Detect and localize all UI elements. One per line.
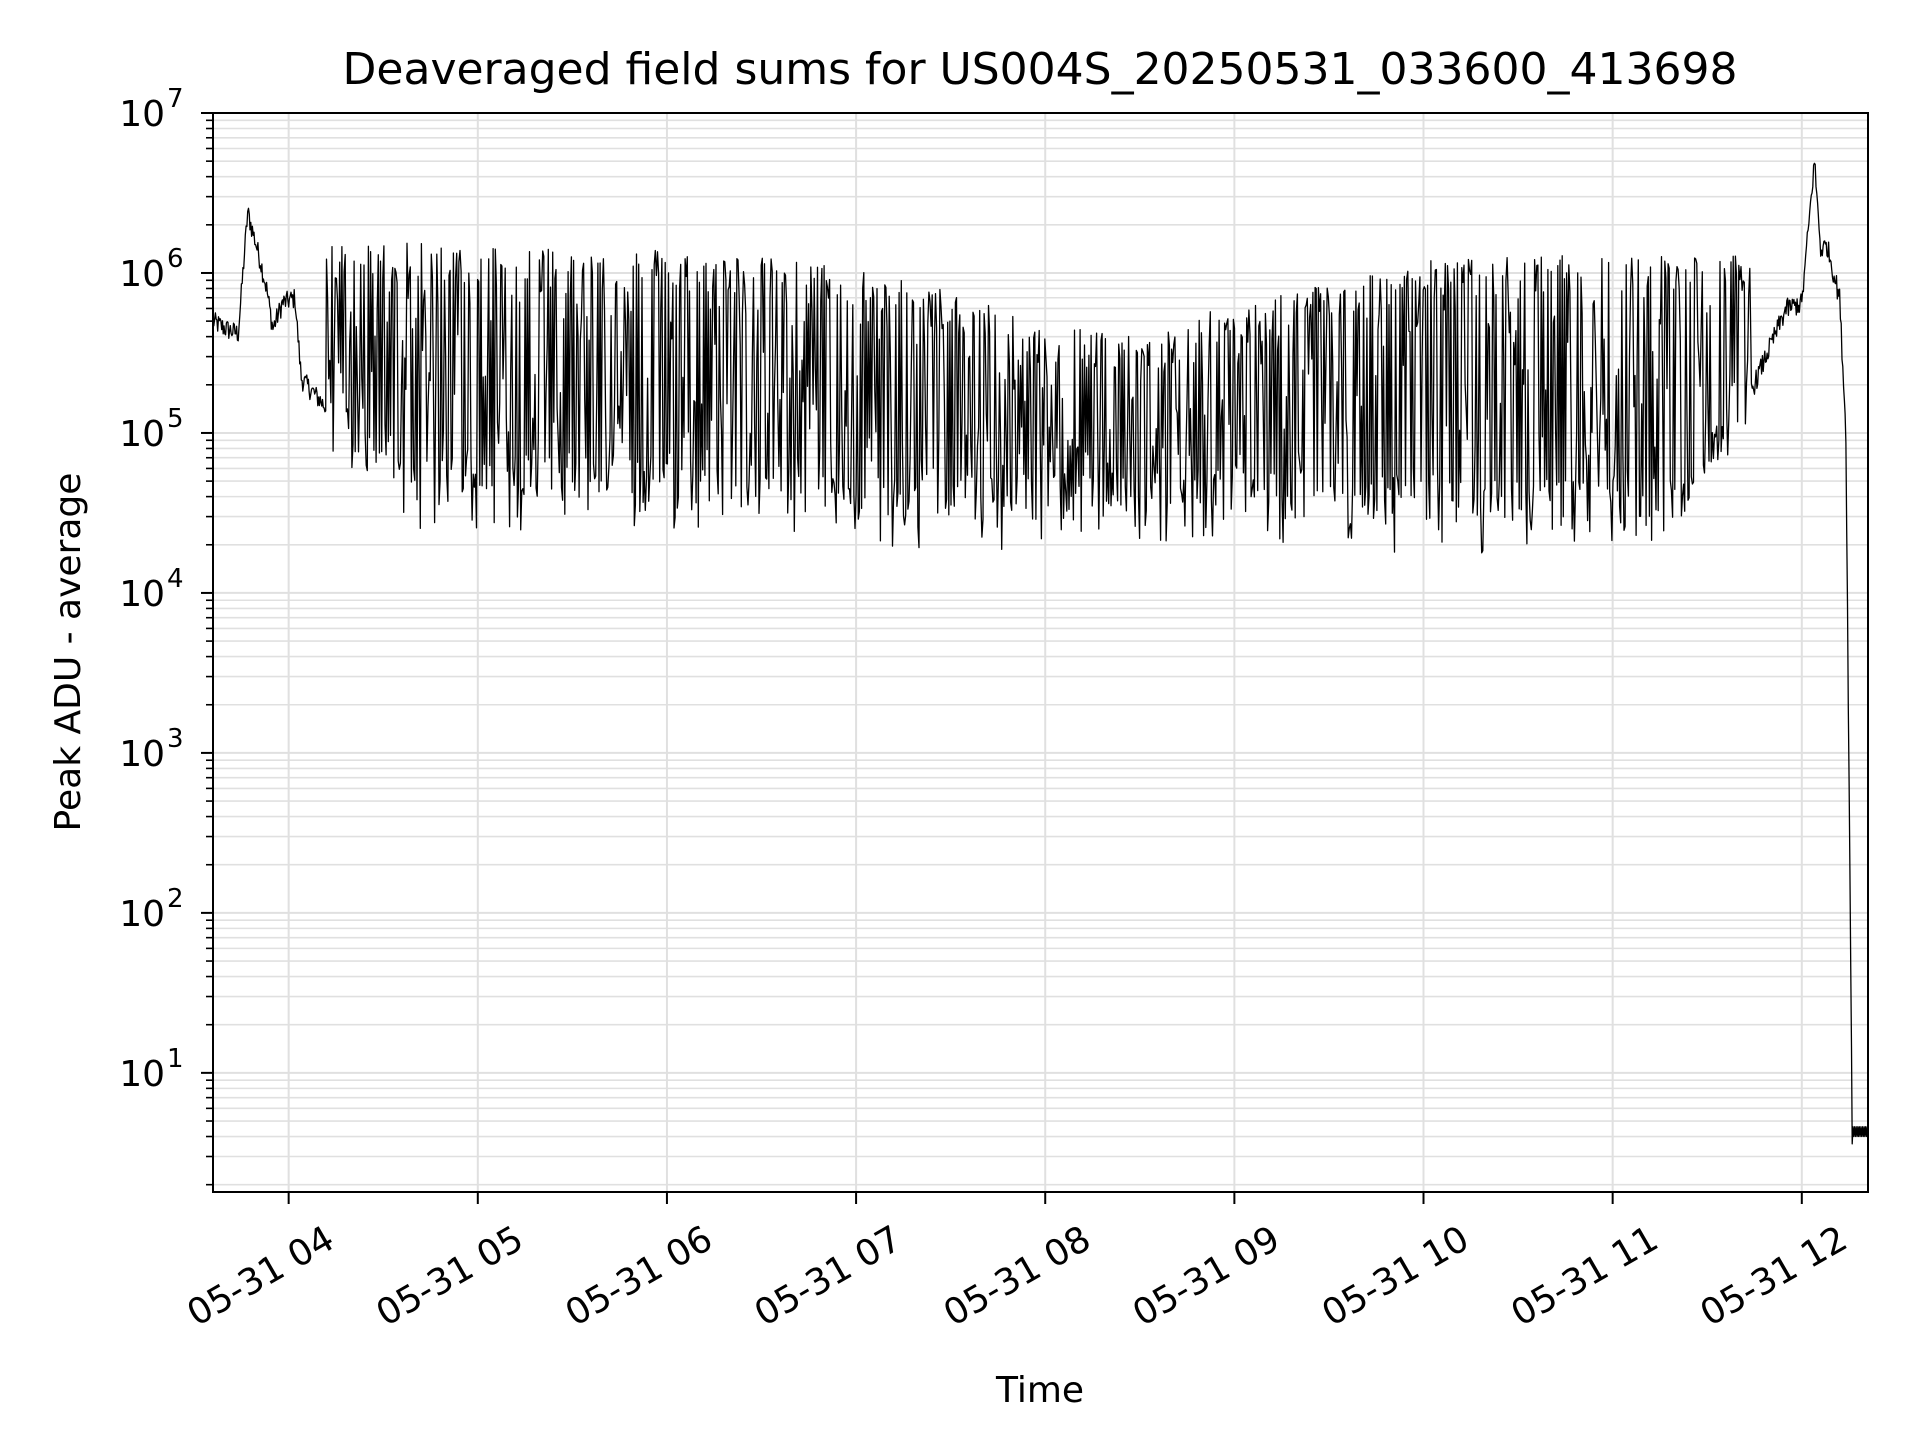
x-tick-label: 05-31 11 — [1504, 1218, 1665, 1334]
y-tick-label: 10 — [119, 894, 165, 935]
x-tick-label: 05-31 05 — [370, 1218, 531, 1334]
y-tick-exponent: 3 — [167, 724, 184, 754]
y-tick-label: 10 — [119, 1054, 165, 1095]
x-tick-label: 05-31 08 — [937, 1218, 1098, 1334]
y-tick-exponent: 7 — [167, 84, 184, 114]
y-tick-exponent: 6 — [167, 244, 184, 274]
x-axis-label: Time — [995, 1370, 1084, 1411]
y-axis-label: Peak ADU - average — [48, 473, 89, 832]
y-tick-exponent: 2 — [167, 884, 184, 914]
x-tick-label: 05-31 12 — [1694, 1218, 1855, 1334]
grid-layer — [213, 112, 1868, 1192]
series-layer — [212, 162, 1869, 1145]
y-tick-exponent: 5 — [167, 404, 184, 434]
y-tick-exponent: 4 — [167, 564, 184, 594]
x-tick-label: 05-31 10 — [1315, 1218, 1476, 1334]
y-tick-label: 10 — [119, 574, 165, 615]
y-tick-label: 10 — [119, 734, 165, 775]
x-tick-label: 05-31 04 — [180, 1218, 341, 1334]
plot-frame — [212, 112, 1869, 1193]
x-tick-label: 05-31 09 — [1126, 1218, 1287, 1334]
x-tick-label: 05-31 06 — [559, 1218, 720, 1334]
x-tick-label: 05-31 07 — [748, 1218, 909, 1334]
series-line — [212, 162, 1869, 1145]
y-tick-label: 10 — [119, 254, 165, 295]
y-tick-label: 10 — [119, 414, 165, 455]
chart-title: Deaveraged field sums for US004S_2025053… — [343, 44, 1738, 95]
y-tick-exponent: 1 — [167, 1044, 184, 1074]
y-tick-label: 10 — [119, 94, 165, 135]
